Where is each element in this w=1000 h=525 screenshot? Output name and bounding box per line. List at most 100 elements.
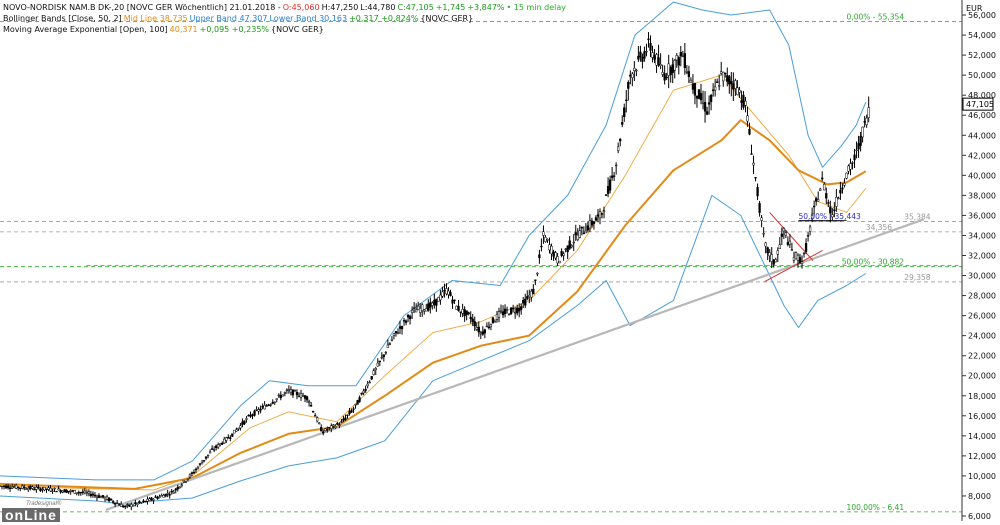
price-bar-body	[148, 498, 151, 501]
price-bar-body	[429, 302, 432, 308]
price-bar-body	[489, 324, 493, 328]
price-bar-body	[669, 67, 672, 76]
price-bar-body	[269, 404, 272, 406]
price-bar-body	[45, 488, 48, 490]
price-bar-body	[784, 232, 788, 236]
legend-line-2: Bollinger Bands [Close, 50, 2] Mid Line 3…	[3, 14, 475, 24]
legend-instrument: NOVO-NORDISK NAM.B DK-,20 [NOVC GER Wöch…	[3, 3, 281, 12]
price-bar-body	[221, 442, 224, 445]
price-bar-body	[291, 389, 295, 396]
y-tick-label: 30,000	[968, 272, 996, 281]
price-bar-body	[578, 230, 581, 238]
price-bar-body	[752, 162, 755, 166]
price-bar-body	[164, 493, 167, 497]
price-bar-body	[217, 444, 220, 448]
price-bar-body	[257, 409, 260, 412]
price-bar-body	[419, 308, 422, 313]
y-tick-label: 12,000	[968, 452, 996, 461]
price-bar-body	[334, 426, 337, 429]
y-tick-label: 42,000	[968, 151, 996, 160]
price-bar-body	[271, 402, 274, 404]
y-tick-label: 50,000	[968, 71, 996, 80]
price-bar-body	[548, 244, 551, 251]
price-bar-body	[198, 463, 202, 465]
price-bar-body	[511, 307, 515, 310]
last-price-box	[962, 97, 994, 111]
price-bar-body	[289, 389, 293, 393]
price-bar-body	[431, 302, 434, 306]
price-bar-body	[59, 490, 62, 493]
price-bar-body	[402, 320, 406, 322]
price-bar-body	[190, 472, 194, 474]
price-bar-body	[679, 52, 682, 57]
fib-level-label: 35,384	[904, 213, 930, 222]
price-bar-body	[65, 490, 68, 493]
price-bar-body	[790, 249, 794, 251]
price-bar-body	[491, 317, 495, 324]
price-bar-body	[394, 331, 398, 334]
price-bar-body	[592, 221, 596, 224]
price-bar-body	[505, 309, 509, 311]
logo-small-text: Tradesignal®	[26, 501, 62, 507]
price-bar-body	[845, 172, 848, 179]
price-bar-body	[825, 193, 828, 199]
legend-close: C:47,105	[397, 3, 434, 12]
price-bar-body	[21, 485, 24, 489]
price-bar-body	[443, 289, 446, 292]
price-bar-body	[111, 501, 115, 503]
price-bar-body	[200, 462, 204, 465]
price-bar-body	[806, 235, 810, 237]
price-bar-body	[261, 406, 264, 408]
price-bar-body	[740, 100, 743, 103]
price-bar-body	[485, 325, 489, 328]
price-bar-body	[69, 490, 72, 492]
price-bar-body	[53, 487, 56, 490]
price-bar-body	[8, 487, 12, 489]
legend-bb-lower: Lower Band 30,163	[269, 14, 348, 23]
price-bar-body	[863, 121, 866, 123]
price-bar-body	[645, 50, 648, 53]
price-bar-body	[542, 231, 545, 236]
price-bar-body	[410, 309, 414, 314]
price-bar-body	[699, 93, 703, 101]
ema-100-line	[0, 119, 867, 490]
y-tick-label: 34,000	[968, 231, 996, 240]
price-bar-body	[659, 64, 662, 66]
y-tick-label: 6,000	[968, 512, 991, 521]
fib-level-label: 50,00% - 30,882	[842, 258, 905, 267]
y-tick-label: 18,000	[968, 392, 996, 401]
price-bar-body	[606, 186, 610, 194]
price-bar-body	[392, 333, 396, 336]
price-bar-body	[31, 486, 34, 489]
price-bar-body	[833, 209, 836, 212]
price-bar-body	[667, 63, 670, 76]
price-bar-body	[514, 311, 517, 314]
price-bar-body	[348, 411, 351, 415]
price-bar-body	[25, 488, 28, 490]
price-bar-body	[417, 305, 420, 310]
price-bar-body	[475, 327, 478, 330]
price-bar-body	[507, 314, 511, 316]
price-bar-body	[633, 67, 636, 71]
price-bar-body	[449, 292, 452, 297]
price-bar-body	[122, 505, 125, 508]
price-bar-body	[867, 107, 870, 118]
price-bar-body	[415, 309, 418, 313]
price-bar-body	[79, 491, 82, 494]
price-bar-body	[530, 291, 533, 298]
price-bar-body	[479, 332, 482, 335]
price-bar-body	[346, 414, 349, 416]
price-bar-body	[421, 304, 424, 312]
y-tick-label: 36,000	[968, 211, 996, 220]
price-bar-body	[675, 55, 678, 61]
price-bar-body	[204, 456, 208, 459]
price-bar-body	[107, 497, 111, 502]
price-bar-body	[536, 272, 539, 275]
price-bar-body	[501, 311, 505, 316]
price-bar-body	[97, 495, 101, 498]
price-bar-body	[342, 418, 345, 421]
price-bar-body	[223, 438, 226, 444]
price-bar-body	[671, 64, 674, 73]
price-bar-body	[461, 308, 464, 314]
